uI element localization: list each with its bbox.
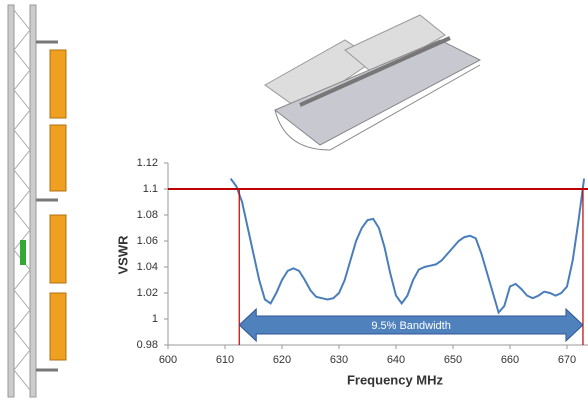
x-tick-label: 660 xyxy=(501,354,519,366)
tower-illustration xyxy=(7,4,67,398)
y-tick-label: 1.08 xyxy=(137,209,158,221)
x-tick-label: 610 xyxy=(216,354,234,366)
chart: VSWR Frequency MHz 0.98 1 1.02 1.04 1.06 1.08… xyxy=(115,157,588,387)
x-tick-label: 650 xyxy=(444,354,462,366)
x-tick-label: 640 xyxy=(387,354,405,366)
x-tick-label: 620 xyxy=(273,354,291,366)
x-tick-label: 670 xyxy=(558,354,576,366)
y-tick-label: 1.04 xyxy=(137,261,158,273)
x-tick-label: 630 xyxy=(330,354,348,366)
antenna-illustration xyxy=(264,14,482,151)
y-tick-label: 1 xyxy=(152,313,158,325)
annotation: 9.5% Bandwidth xyxy=(371,320,451,332)
x-tick-label: 600 xyxy=(159,354,177,366)
y-axis-label: VSWR xyxy=(115,235,130,275)
y-tick-label: 1.12 xyxy=(137,157,158,169)
bandwidth-arrow xyxy=(238,307,584,343)
x-axis-label: Frequency MHz xyxy=(347,372,444,387)
y-tick-label: 1.1 xyxy=(143,183,158,195)
y-tick-label: 1.02 xyxy=(137,287,158,299)
series-line xyxy=(229,178,586,315)
y-tick-label: 0.98 xyxy=(137,339,158,351)
y-tick-label: 1.06 xyxy=(137,235,158,247)
